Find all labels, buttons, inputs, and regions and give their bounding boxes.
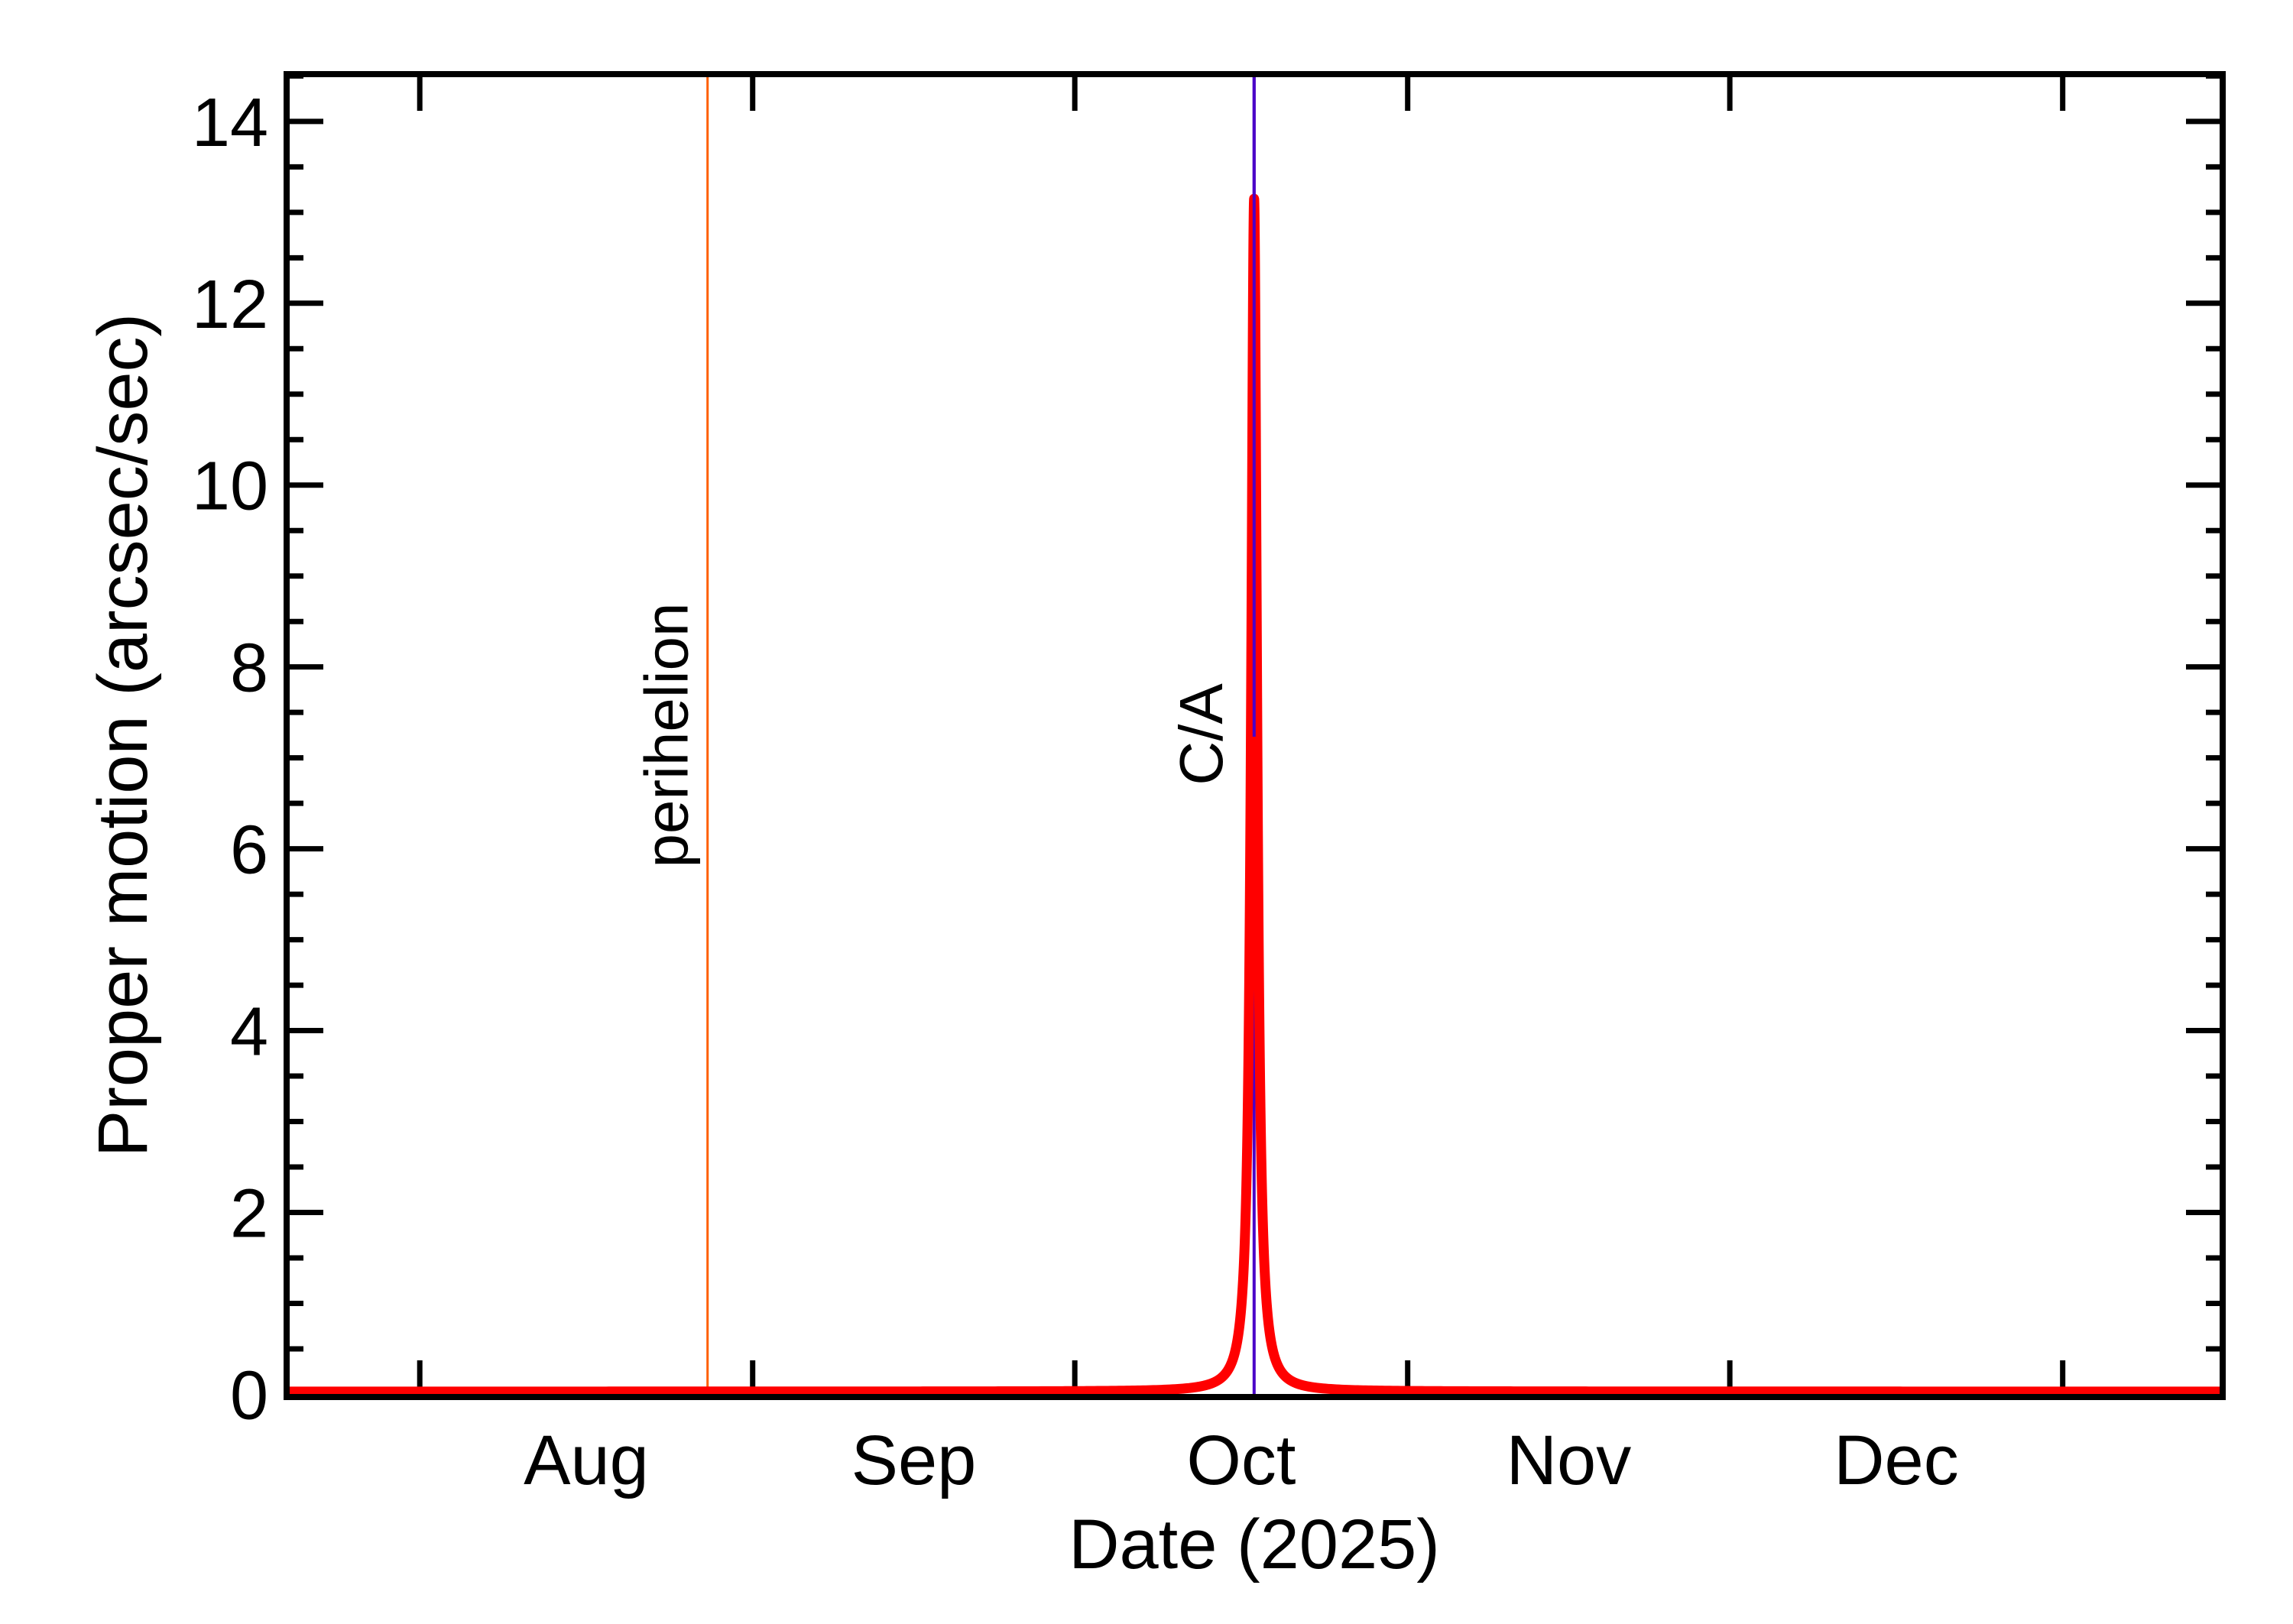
x-month-label: Sep [851, 1421, 977, 1499]
y-tick-label: 6 [230, 812, 268, 889]
x-month-label: Dec [1834, 1421, 1959, 1499]
y-tick-label: 10 [192, 449, 268, 525]
y-tick-label: 0 [230, 1357, 268, 1434]
y-axis-tick-labels: 0 2 4 6 8 10 12 14 [192, 85, 268, 1434]
y-tick-label: 8 [230, 630, 268, 707]
y-tick-label: 2 [230, 1175, 268, 1252]
y-axis-title: Proper motion (arcsec/sec) [84, 313, 162, 1157]
y-tick-label: 14 [192, 85, 268, 161]
y-tick-label: 12 [192, 267, 268, 343]
x-month-label: Oct [1186, 1421, 1296, 1499]
y-tick-label: 4 [230, 994, 268, 1071]
x-axis-month-labels: Aug Sep Oct Nov Dec [524, 1421, 1959, 1499]
x-month-label: Aug [524, 1421, 649, 1499]
x-axis-title: Date (2025) [1069, 1506, 1440, 1583]
perihelion-label: perihelion [633, 603, 701, 868]
plot-frame [284, 71, 2226, 1400]
closest-approach-label: C/A [1167, 683, 1235, 786]
x-month-label: Nov [1507, 1421, 1632, 1499]
